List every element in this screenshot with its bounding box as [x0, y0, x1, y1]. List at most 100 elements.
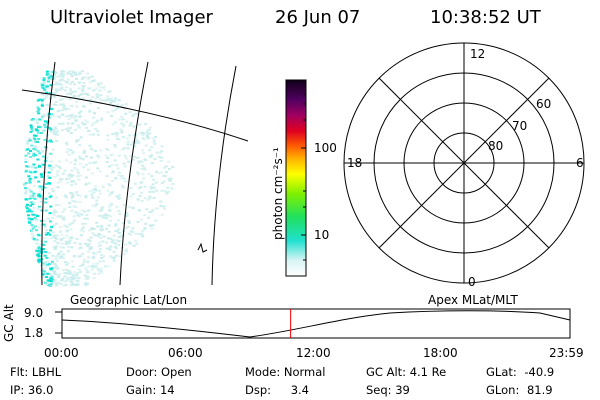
- emission-pixel: [147, 173, 151, 175]
- emission-pixel: [136, 171, 139, 174]
- emission-pixel: [36, 125, 40, 128]
- emission-pixel: [90, 124, 94, 127]
- emission-pixel: [146, 198, 150, 201]
- emission-pixel: [89, 246, 92, 249]
- emission-pixel: [111, 170, 115, 173]
- emission-pixel: [126, 137, 130, 140]
- emission-pixel: [70, 169, 74, 172]
- gc-alt-label: GC Alt:: [366, 365, 407, 379]
- emission-pixel: [78, 71, 81, 74]
- emission-pixel: [29, 150, 32, 152]
- emission-pixel: [81, 253, 85, 255]
- emission-pixel: [58, 74, 62, 77]
- emission-pixel: [160, 156, 164, 159]
- emission-pixel: [45, 156, 49, 159]
- emission-pixel: [159, 205, 163, 208]
- emission-pixel: [86, 243, 90, 246]
- emission-pixel: [85, 214, 89, 216]
- emission-pixel: [85, 269, 89, 272]
- emission-pixel: [96, 234, 100, 237]
- emission-pixel: [60, 83, 64, 86]
- emission-pixel: [47, 116, 51, 119]
- emission-pixel: [74, 284, 78, 287]
- emission-pixel: [128, 205, 132, 208]
- emission-pixel: [72, 283, 75, 285]
- gain-label: Gain:: [126, 383, 157, 397]
- emission-pixel: [53, 266, 57, 269]
- emission-pixel: [43, 273, 47, 275]
- emission-pixel: [74, 206, 78, 208]
- emission-pixel: [81, 158, 85, 160]
- emission-pixel: [140, 191, 143, 194]
- emission-pixel: [55, 104, 59, 106]
- emission-pixel: [69, 127, 72, 130]
- emission-pixel: [103, 99, 107, 102]
- emission-pixel: [41, 248, 45, 250]
- emission-pixel: [137, 160, 140, 163]
- emission-pixel: [85, 155, 88, 158]
- emission-pixel: [121, 148, 125, 151]
- emission-pixel: [107, 97, 111, 100]
- emission-pixel: [65, 142, 69, 144]
- emission-pixel: [52, 213, 56, 216]
- emission-pixel: [57, 165, 61, 168]
- emission-pixel: [107, 265, 111, 268]
- emission-pixel: [123, 243, 127, 246]
- emission-pixel: [97, 84, 101, 87]
- emission-pixel: [37, 246, 41, 249]
- emission-pixel: [37, 259, 41, 262]
- emission-pixel: [89, 156, 93, 159]
- emission-pixel: [70, 175, 73, 178]
- emission-pixel: [92, 266, 96, 269]
- emission-pixel: [77, 126, 81, 129]
- emission-pixel: [37, 205, 41, 208]
- emission-pixel: [45, 263, 49, 266]
- emission-pixel: [51, 231, 55, 234]
- emission-pixel: [97, 241, 101, 244]
- emission-pixel: [90, 268, 94, 271]
- emission-pixel: [77, 212, 81, 215]
- emission-pixel: [112, 241, 116, 244]
- emission-pixel: [50, 167, 54, 169]
- emission-pixel: [32, 192, 36, 195]
- emission-pixel: [48, 70, 52, 73]
- emission-pixel: [85, 271, 89, 274]
- door-value: Open: [160, 365, 192, 379]
- mlat-label-60: 60: [536, 97, 552, 111]
- emission-pixel: [34, 134, 38, 137]
- emission-pixel: [28, 181, 32, 184]
- emission-pixel: [145, 208, 149, 211]
- emission-pixel: [65, 92, 69, 95]
- emission-pixel: [49, 130, 53, 133]
- emission-pixel: [42, 276, 46, 279]
- emission-pixel: [93, 112, 96, 115]
- y-tick-1-8: 1.8: [24, 326, 44, 340]
- emission-pixel: [160, 213, 164, 216]
- emission-pixel: [96, 130, 100, 133]
- emission-pixel: [36, 195, 40, 197]
- emission-pixel: [34, 239, 38, 242]
- emission-pixel: [81, 263, 85, 266]
- emission-pixel: [63, 208, 66, 211]
- emission-pixel: [53, 208, 57, 211]
- emission-pixel: [115, 195, 119, 198]
- emission-pixel: [111, 171, 114, 174]
- emission-pixel: [50, 277, 54, 280]
- emission-pixel: [127, 241, 131, 244]
- emission-pixel: [44, 126, 48, 129]
- emission-pixel: [66, 278, 70, 281]
- emission-pixel: [41, 129, 45, 132]
- emission-pixel: [76, 276, 80, 279]
- emission-pixel: [38, 118, 42, 121]
- emission-pixel: [33, 139, 37, 142]
- emission-pixel: [62, 218, 66, 221]
- emission-pixel: [73, 163, 77, 166]
- emission-pixel: [138, 187, 142, 190]
- x-tick-3: 18:00: [423, 346, 458, 360]
- emission-pixel: [162, 174, 166, 177]
- emission-pixel: [62, 284, 66, 287]
- emission-pixel: [141, 149, 145, 152]
- emission-pixel: [86, 94, 90, 97]
- emission-pixel: [89, 247, 93, 250]
